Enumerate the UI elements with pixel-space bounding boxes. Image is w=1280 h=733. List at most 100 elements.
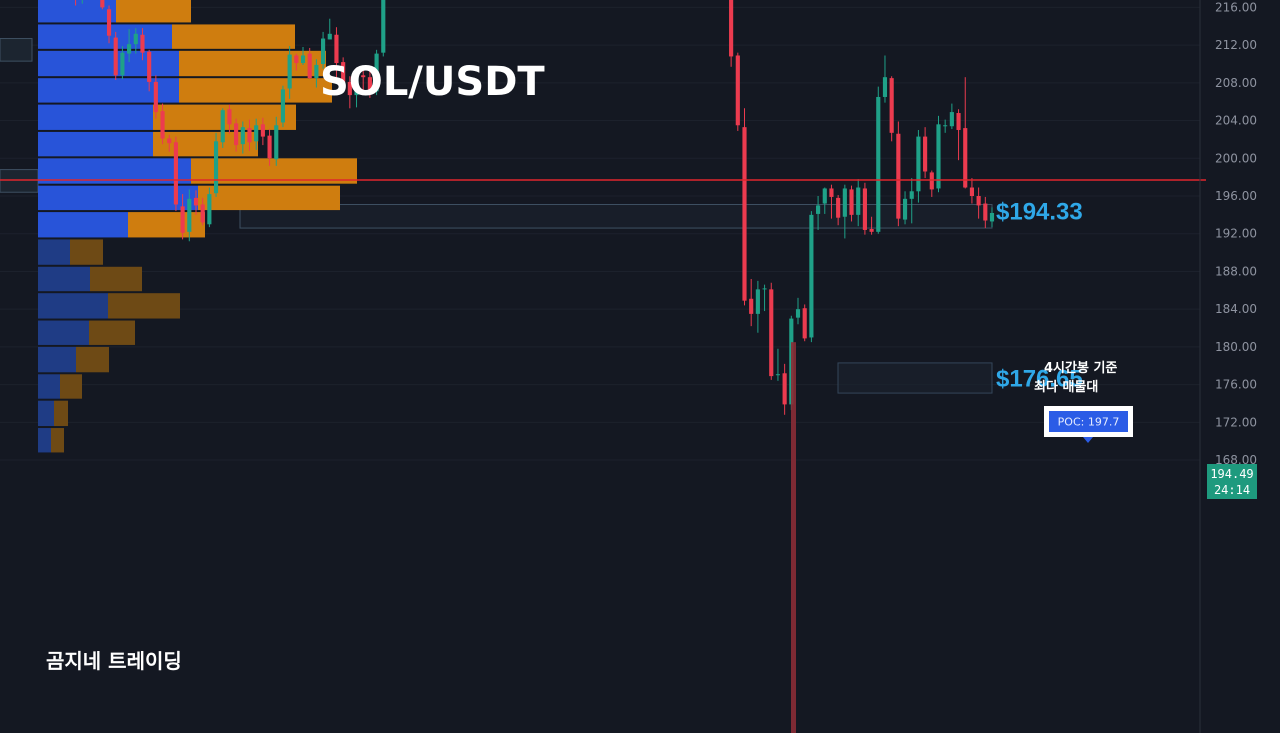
poc-pointer <box>1083 437 1093 443</box>
volume-bar-buy <box>38 50 179 77</box>
candle-body <box>983 203 988 221</box>
candle-body <box>220 110 225 143</box>
candle-body <box>193 197 199 206</box>
candle-body <box>187 198 192 232</box>
current-price-value: 194.49 <box>1210 467 1253 481</box>
price-tick-label: 176.00 <box>1215 378 1257 392</box>
candle-body <box>802 308 807 339</box>
volume-bar-sell <box>172 24 295 49</box>
candle-body <box>367 77 372 91</box>
current-price-badge: 194.49 24:14 <box>1207 464 1257 499</box>
candle-body <box>842 188 847 217</box>
candle-body <box>147 51 152 82</box>
level-label: $194.33 <box>996 199 1083 226</box>
candle-body <box>234 123 239 146</box>
candle-body <box>849 189 854 215</box>
volume-bar-sell <box>54 400 68 427</box>
price-tick-label: 188.00 <box>1215 264 1257 278</box>
candle-body <box>347 81 352 96</box>
volume-bar-buy <box>38 131 153 157</box>
candle-body <box>240 127 245 145</box>
volume-bar-sell <box>60 374 82 399</box>
volume-bar-sell <box>198 185 340 211</box>
left-edge-zone <box>0 38 33 62</box>
chart-title: SOL/USDT <box>320 59 545 105</box>
candle-body <box>287 54 292 89</box>
volume-bar-buy <box>38 239 70 265</box>
left-edge-zone <box>0 169 39 193</box>
volume-bar-sell <box>90 266 142 292</box>
candle-body <box>200 204 205 223</box>
candle-body <box>213 141 219 194</box>
candle-body <box>889 78 894 133</box>
candle-body <box>769 289 774 377</box>
candle-body <box>113 37 118 76</box>
price-tick-label: 196.00 <box>1215 189 1257 203</box>
candle-body <box>160 111 165 139</box>
candle-body <box>809 214 814 338</box>
volume-bar-buy <box>38 104 153 130</box>
candle-body <box>120 52 125 76</box>
candle-body <box>816 205 821 214</box>
candle-body <box>314 64 319 79</box>
candle-body <box>896 133 901 219</box>
candle-body <box>856 187 861 215</box>
volume-bar-sell <box>153 131 258 157</box>
level-label: $176.65 <box>996 365 1083 392</box>
volume-bar-sell <box>179 78 332 103</box>
candle-body <box>929 172 934 190</box>
volume-bar-buy <box>38 212 128 238</box>
candle-body <box>876 96 881 232</box>
price-zones <box>0 38 993 394</box>
candle-body <box>836 197 841 218</box>
poc-box: POC: 197.7 <box>1044 406 1133 443</box>
candle-body <box>782 373 787 405</box>
candle-body <box>956 113 961 130</box>
volume-bar-buy <box>38 428 51 453</box>
candle-body <box>909 191 914 199</box>
volume-bar-sell <box>51 428 64 453</box>
candle-body <box>327 33 332 40</box>
candlestick-series <box>75 0 995 733</box>
candle-body <box>140 34 145 53</box>
candle-body <box>334 34 339 64</box>
price-tick-label: 208.00 <box>1215 76 1257 90</box>
candle-body <box>167 138 172 144</box>
candle-body <box>923 136 928 172</box>
candle-body <box>267 135 272 159</box>
poc-label: POC: 197.7 <box>1058 416 1120 429</box>
candle-body <box>274 125 279 160</box>
price-axis[interactable]: 168.00 172.00 176.00 180.00 184.00 188.00 192.… <box>1199 0 1257 733</box>
poc-box-fill <box>1049 411 1128 432</box>
candle-body <box>341 62 346 82</box>
candle-body <box>963 128 968 188</box>
volume-bar-buy <box>38 185 198 211</box>
candle-body <box>321 38 326 64</box>
candle-body <box>862 188 867 230</box>
volume-bar-sell <box>128 212 205 238</box>
volume-bar-buy <box>38 346 76 373</box>
candle-body <box>882 77 888 97</box>
volume-bar-sell <box>179 50 326 77</box>
candle-body <box>749 298 754 314</box>
candle-body <box>869 229 874 232</box>
candle-body <box>247 128 252 143</box>
price-tick-label: 204.00 <box>1215 114 1257 128</box>
candle-body <box>735 55 740 126</box>
watermark-text: 곰지네 트레이딩 <box>46 649 182 673</box>
price-tick-label: 168.00 <box>1215 453 1257 467</box>
volume-bar-sell <box>70 239 103 265</box>
candle-body <box>100 0 105 8</box>
volume-bar-sell <box>76 346 109 373</box>
support-zone-low <box>837 362 993 394</box>
volume-spike-bar <box>791 342 796 733</box>
candle-body <box>260 124 265 137</box>
candle-body <box>762 288 767 290</box>
candle-body <box>949 112 954 127</box>
candle-body <box>381 0 386 53</box>
note-line-1: 4시간봉 기준 <box>1044 360 1117 376</box>
current-price-badge-bg <box>1207 464 1257 499</box>
candle-body <box>153 81 158 113</box>
candle-body <box>361 75 366 78</box>
